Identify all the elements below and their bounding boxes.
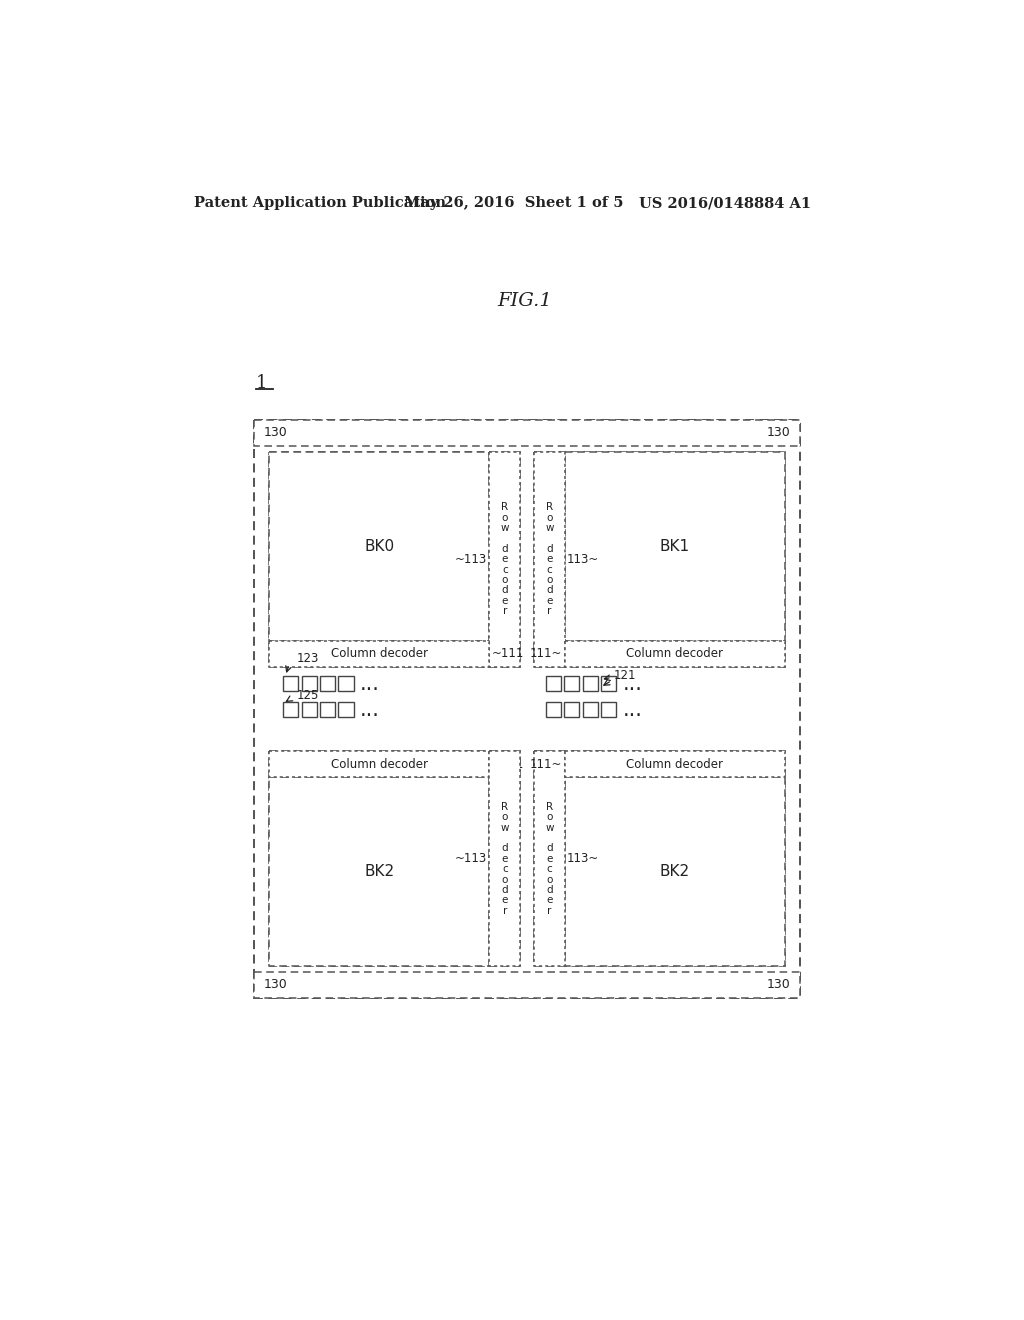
Text: ~111: ~111: [492, 758, 524, 771]
Text: 125: 125: [297, 689, 319, 702]
Text: ...: ...: [623, 673, 642, 693]
Bar: [269, 751, 489, 776]
Bar: [489, 751, 520, 966]
Text: Patent Application Publication: Patent Application Publication: [194, 197, 445, 210]
Text: 111~: 111~: [530, 647, 562, 660]
Bar: [564, 676, 580, 692]
Bar: [283, 702, 298, 718]
Text: ...: ...: [360, 700, 380, 719]
Bar: [301, 702, 316, 718]
Text: US 2016/0148884 A1: US 2016/0148884 A1: [639, 197, 811, 210]
Bar: [269, 776, 489, 966]
Bar: [601, 702, 616, 718]
Bar: [489, 451, 520, 667]
Bar: [535, 751, 565, 966]
Bar: [535, 451, 785, 667]
Bar: [565, 451, 785, 642]
Bar: [269, 642, 489, 667]
Bar: [319, 676, 336, 692]
Text: R
o
w

d
e
c
o
d
e
r: R o w d e c o d e r: [501, 801, 509, 916]
Bar: [565, 642, 785, 667]
Bar: [339, 702, 354, 718]
Text: 111~: 111~: [530, 758, 562, 771]
Text: ...: ...: [360, 673, 380, 693]
Text: 130: 130: [767, 978, 791, 991]
Bar: [546, 676, 561, 692]
Text: Column decoder: Column decoder: [627, 647, 723, 660]
Bar: [269, 451, 520, 667]
Text: ...: ...: [623, 700, 642, 719]
Text: 130: 130: [264, 978, 288, 991]
Text: Column decoder: Column decoder: [331, 758, 428, 771]
Bar: [254, 420, 801, 998]
Bar: [564, 702, 580, 718]
Text: 123: 123: [297, 652, 319, 665]
Bar: [583, 676, 598, 692]
Bar: [269, 751, 520, 966]
Bar: [254, 420, 801, 446]
Text: BK0: BK0: [365, 539, 394, 554]
Text: FIG.1: FIG.1: [498, 292, 552, 310]
Bar: [601, 676, 616, 692]
Bar: [546, 702, 561, 718]
Text: R
o
w

d
e
c
o
d
e
r: R o w d e c o d e r: [545, 502, 554, 616]
Bar: [339, 676, 354, 692]
Text: Column decoder: Column decoder: [627, 758, 723, 771]
Bar: [565, 751, 785, 776]
Text: BK2: BK2: [365, 863, 394, 879]
Text: 113~: 113~: [567, 553, 599, 566]
Text: 130: 130: [264, 426, 288, 440]
Bar: [535, 451, 565, 667]
Text: 113~: 113~: [567, 853, 599, 865]
Text: R
o
w

d
e
c
o
d
e
r: R o w d e c o d e r: [545, 801, 554, 916]
Bar: [269, 451, 489, 642]
Bar: [319, 702, 336, 718]
Text: ~113: ~113: [455, 853, 487, 865]
Bar: [283, 676, 298, 692]
Bar: [583, 702, 598, 718]
Text: BK1: BK1: [659, 539, 690, 554]
Text: May 26, 2016  Sheet 1 of 5: May 26, 2016 Sheet 1 of 5: [403, 197, 624, 210]
Text: 130: 130: [767, 426, 791, 440]
Text: ~111: ~111: [492, 647, 524, 660]
Text: BK2: BK2: [659, 863, 690, 879]
Bar: [301, 676, 316, 692]
Bar: [565, 776, 785, 966]
Text: 121: 121: [613, 669, 636, 682]
Text: 1: 1: [256, 375, 267, 392]
Bar: [254, 973, 801, 998]
Bar: [535, 751, 785, 966]
Text: ~113: ~113: [455, 553, 487, 566]
Text: R
o
w

d
e
c
o
d
e
r: R o w d e c o d e r: [501, 502, 509, 616]
Text: Column decoder: Column decoder: [331, 647, 428, 660]
